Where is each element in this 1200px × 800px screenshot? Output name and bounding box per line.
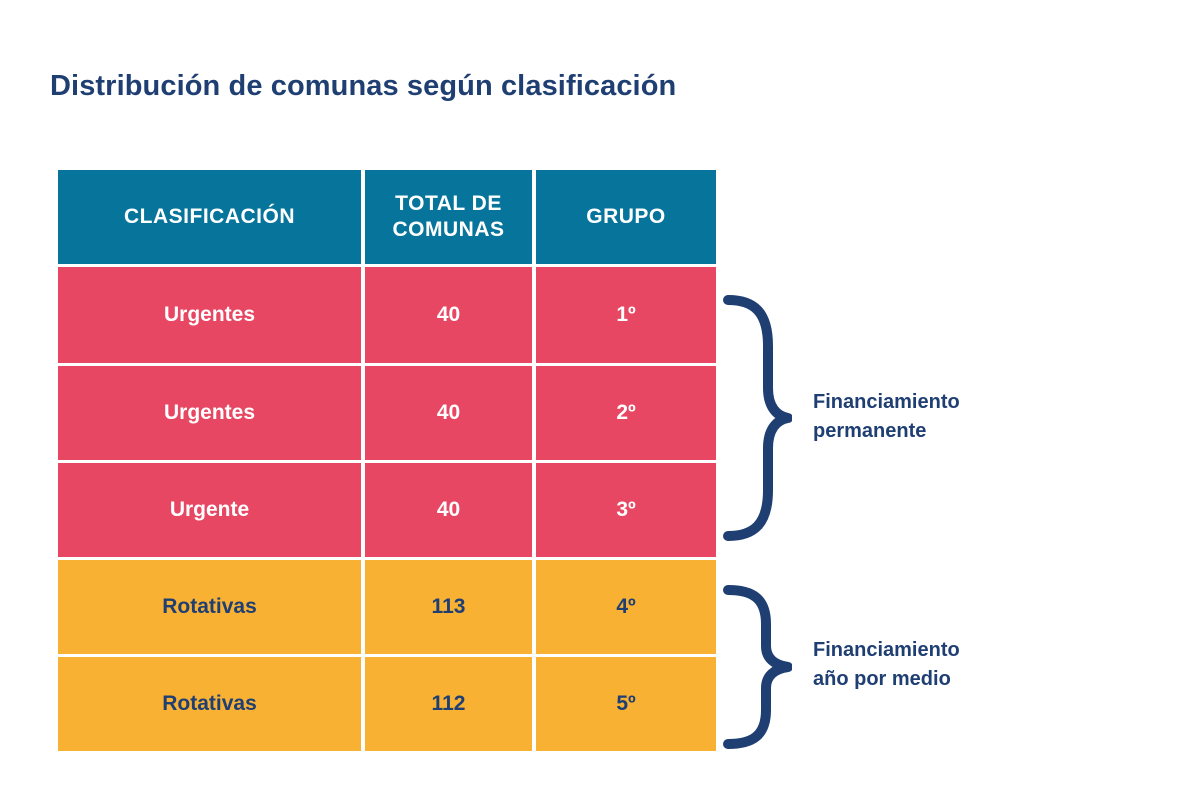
header-clasificacion: CLASIFICACIÓN bbox=[58, 170, 361, 264]
page-title: Distribución de comunas según clasificac… bbox=[50, 70, 677, 102]
row-3-clasificacion: Urgente bbox=[58, 463, 361, 557]
header-total-comunas: TOTAL DE COMUNAS bbox=[365, 170, 532, 264]
row-1-total: 40 bbox=[365, 267, 532, 363]
group-label-permanente-line-1: Financiamiento bbox=[813, 391, 960, 413]
row-2-total: 40 bbox=[365, 366, 532, 460]
row-5-clasificacion: Rotativas bbox=[58, 657, 361, 751]
header-grupo-text: GRUPO bbox=[586, 205, 666, 228]
row-5-grupo: 5º bbox=[536, 657, 716, 751]
row-5-total: 112 bbox=[365, 657, 532, 751]
row-3-grupo: 3º bbox=[536, 463, 716, 557]
classification-table: CLASIFICACIÓN TOTAL DE COMUNAS GRUPO Urg… bbox=[58, 170, 716, 751]
header-clasificacion-text: CLASIFICACIÓN bbox=[124, 205, 295, 228]
group-label-permanente: Financiamiento permanente bbox=[813, 388, 960, 446]
brace-permanente-icon bbox=[723, 295, 792, 541]
row-1-clasificacion: Urgentes bbox=[58, 267, 361, 363]
header-grupo: GRUPO bbox=[536, 170, 716, 264]
group-label-ano-por-medio: Financiamiento año por medio bbox=[813, 636, 960, 694]
row-4-total: 113 bbox=[365, 560, 532, 654]
row-2-grupo: 2º bbox=[536, 366, 716, 460]
header-total-line-2: COMUNAS bbox=[392, 218, 505, 241]
group-label-permanente-line-2: permanente bbox=[813, 420, 927, 442]
row-4-grupo: 4º bbox=[536, 560, 716, 654]
header-total-line-1: TOTAL DE bbox=[395, 192, 502, 215]
brace-ano-por-medio-icon bbox=[723, 585, 792, 749]
row-4-clasificacion: Rotativas bbox=[58, 560, 361, 654]
row-2-clasificacion: Urgentes bbox=[58, 366, 361, 460]
row-3-total: 40 bbox=[365, 463, 532, 557]
group-label-ano-line-1: Financiamiento bbox=[813, 639, 960, 661]
row-1-grupo: 1º bbox=[536, 267, 716, 363]
group-label-ano-line-2: año por medio bbox=[813, 668, 951, 690]
